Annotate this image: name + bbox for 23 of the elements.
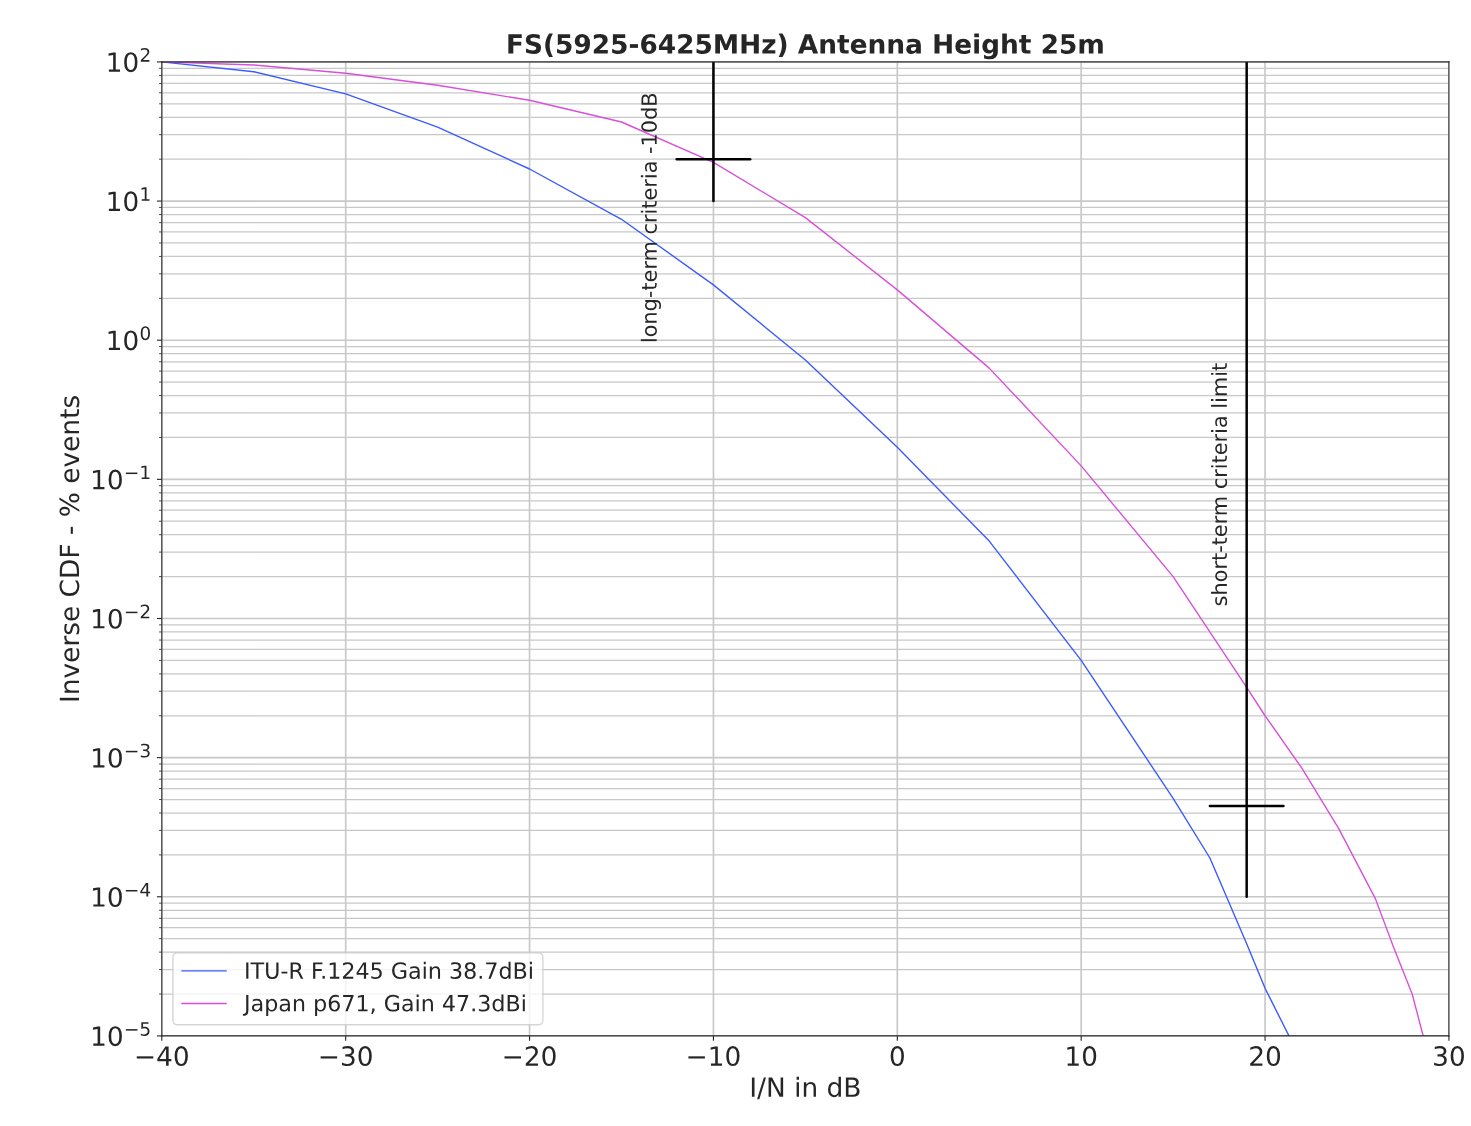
y-tick-label: 10$^{0}$ <box>108 326 150 351</box>
y-tick-label: 10$^{−4}$ <box>92 883 151 907</box>
y-tick-label: 10$^{−1}$ <box>92 465 150 490</box>
chart-title: FS(5925-6425MHz) Antenna Height 25m <box>508 33 1103 60</box>
legend-label: ITU-R F.1245 Gain 38.7dBi <box>246 961 532 979</box>
x-tick-label: 30 <box>1434 1046 1464 1067</box>
y-tick-label: 10$^{−2}$ <box>92 604 150 629</box>
x-tick-label: 0 <box>890 1046 904 1067</box>
x-tick-label: −20 <box>504 1046 556 1067</box>
x-axis-title: I/N in dB <box>751 1076 860 1100</box>
y-tick-label: 10$^{2}$ <box>108 47 150 73</box>
x-tick-label: −10 <box>688 1046 740 1067</box>
legend-label: Japan p671, Gain 47.3dBi <box>242 994 525 1016</box>
y-tick-label: 10$^{1}$ <box>108 187 150 212</box>
annotation: long-term criteria -10dB <box>640 93 661 342</box>
x-tick-label: −30 <box>320 1046 372 1067</box>
annotation: short-term criteria limit <box>1211 363 1228 606</box>
x-tick-label: −40 <box>136 1046 188 1067</box>
y-tick-label: 10$^{−3}$ <box>92 743 150 768</box>
y-tick-label: 10$^{−5}$ <box>92 1022 150 1047</box>
x-tick-label: 20 <box>1250 1046 1281 1067</box>
x-tick-label: 10 <box>1067 1046 1097 1067</box>
y-axis-title: Inverse CDF - % events <box>59 396 80 701</box>
